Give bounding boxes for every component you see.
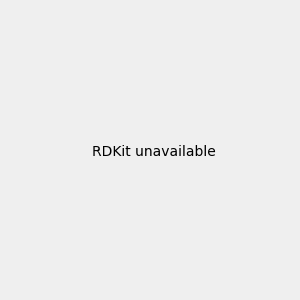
Text: RDKit unavailable: RDKit unavailable — [92, 145, 216, 158]
